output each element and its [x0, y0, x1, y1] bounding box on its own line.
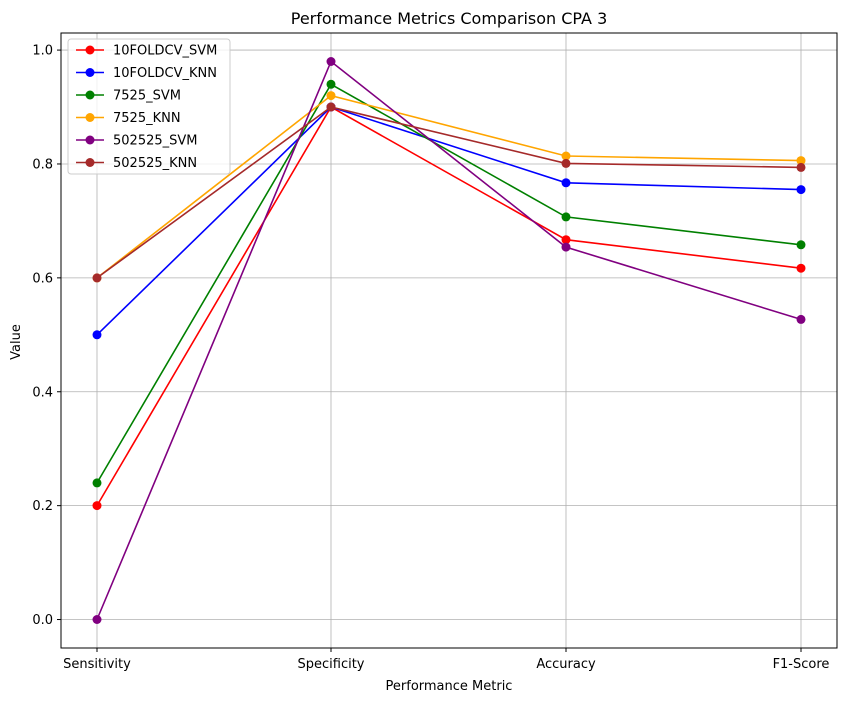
series-line — [96, 106, 802, 336]
data-point — [796, 156, 806, 166]
data-point — [92, 330, 102, 340]
chart-title: Performance Metrics Comparison CPA 3 — [291, 9, 608, 28]
data-point — [326, 79, 336, 89]
data-point — [92, 273, 102, 283]
data-point — [561, 235, 571, 245]
data-point — [796, 314, 806, 324]
legend: 10FOLDCV_SVM 10FOLDCV_KNN 7525_SVM 7525_KNN… — [67, 38, 231, 175]
series-502525-knn — [92, 102, 806, 283]
axis-ticks: Sensitivity Specificity Accuracy F1-Score 0.… — [32, 44, 829, 672]
data-point — [796, 263, 806, 273]
data-point — [92, 615, 102, 624]
legend-label: 502525_KNN — [113, 156, 197, 171]
data-point — [92, 501, 102, 511]
legend-item: 502525_KNN — [76, 156, 197, 171]
x-tick-label: F1-Score — [773, 657, 830, 672]
data-point — [796, 185, 806, 195]
plot-frame — [60, 32, 838, 649]
legend-item: 10FOLDCV_KNN — [76, 66, 217, 81]
data-point — [561, 158, 571, 168]
legend-item: 10FOLDCV_SVM — [76, 44, 217, 59]
legend-item: 7525_KNN — [76, 111, 181, 126]
y-tick-label: 0.6 — [32, 271, 53, 286]
legend-label: 10FOLDCV_KNN — [113, 66, 217, 81]
series-line — [96, 60, 802, 620]
legend-marker — [85, 113, 95, 122]
x-tick-label: Specificity — [298, 657, 365, 672]
legend-marker — [85, 68, 95, 77]
y-tick-label: 0.2 — [32, 499, 53, 514]
data-point — [326, 57, 336, 66]
legend-label: 10FOLDCV_SVM — [113, 44, 217, 59]
data-point — [796, 162, 806, 172]
x-tick-label: Sensitivity — [63, 657, 131, 672]
y-axis-label: Value — [9, 324, 24, 360]
y-tick-label: 0.8 — [32, 157, 53, 172]
series-line — [96, 105, 802, 507]
data-point — [92, 478, 102, 488]
x-tick-label: Accuracy — [536, 657, 596, 672]
legend-item: 7525_SVM — [76, 89, 181, 104]
legend-label: 7525_SVM — [113, 89, 181, 104]
y-tick-label: 0.0 — [32, 613, 53, 628]
data-point — [561, 178, 571, 188]
series-502525-svm — [92, 57, 806, 624]
data-point — [561, 151, 571, 161]
series-layer — [92, 57, 806, 624]
legend-box — [67, 38, 231, 175]
legend-marker — [85, 90, 95, 100]
legend-label: 7525_KNN — [113, 111, 181, 126]
data-point — [561, 242, 571, 252]
series-line — [96, 94, 802, 279]
y-tick-label: 1.0 — [32, 44, 53, 59]
data-point — [561, 212, 571, 222]
data-point — [326, 102, 336, 112]
series-7525-svm — [92, 79, 806, 488]
legend-label: 502525_SVM — [113, 134, 198, 149]
data-point — [326, 91, 336, 101]
y-tick-label: 0.4 — [32, 385, 53, 400]
legend-marker — [85, 135, 95, 145]
legend-marker — [85, 158, 95, 167]
series-line — [96, 106, 802, 279]
x-axis-label: Performance Metric — [386, 679, 513, 694]
legend-item: 502525_SVM — [76, 134, 198, 149]
series-line — [96, 83, 802, 484]
legend-marker — [85, 45, 95, 55]
data-point — [796, 240, 806, 250]
